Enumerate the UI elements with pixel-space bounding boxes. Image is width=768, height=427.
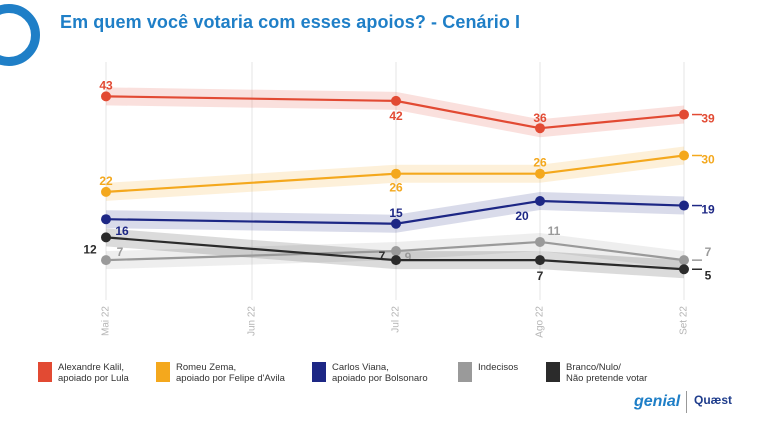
point-lula-2 bbox=[535, 123, 545, 134]
data-label-lula-3: 39 bbox=[701, 112, 715, 126]
legend-swatch-viana bbox=[312, 362, 326, 382]
legend-item-indecisos: Indecisos bbox=[458, 362, 518, 382]
point-viana-1 bbox=[391, 218, 401, 229]
data-label-branco-3: 5 bbox=[705, 268, 712, 282]
chart-title: Em quem você votaria com esses apoios? -… bbox=[60, 12, 521, 32]
data-label-lula-0: 43 bbox=[99, 78, 113, 92]
data-label-indecisos-3: 7 bbox=[705, 245, 712, 259]
legend-label-lula: Alexandre Kalil, apoiado por Lula bbox=[58, 362, 129, 384]
chart-legend: Alexandre Kalil, apoiado por Lula Romeu Z… bbox=[0, 362, 768, 392]
point-viana-2 bbox=[535, 196, 545, 206]
data-label-lula-2: 36 bbox=[533, 111, 547, 125]
data-label-zema-0: 22 bbox=[99, 174, 113, 188]
legend-swatch-branco bbox=[546, 362, 560, 382]
data-label-indecisos-1: 9 bbox=[405, 250, 412, 264]
point-lula-1 bbox=[391, 95, 401, 106]
data-label-branco-1: 7 bbox=[379, 249, 386, 263]
point-indecisos-0 bbox=[101, 255, 111, 266]
data-label-lula-1: 42 bbox=[389, 109, 403, 123]
brand-divider bbox=[686, 391, 687, 413]
point-viana-0 bbox=[101, 214, 111, 225]
point-indecisos-1 bbox=[391, 246, 401, 257]
series-line-lula bbox=[105, 95, 685, 130]
data-label-viana-0: 16 bbox=[115, 224, 129, 238]
point-zema-1 bbox=[391, 168, 401, 179]
data-label-viana-1: 15 bbox=[389, 206, 403, 220]
point-lula-3 bbox=[679, 109, 689, 120]
legend-swatch-zema bbox=[156, 362, 170, 382]
series-line-indecisos bbox=[105, 240, 685, 262]
genial-logo: genial bbox=[634, 393, 681, 410]
point-viana-3 bbox=[679, 200, 689, 211]
x-tick-label-1: Jun 22 bbox=[247, 306, 258, 336]
series-line-zema bbox=[105, 154, 685, 193]
data-label-zema-2: 26 bbox=[533, 156, 547, 170]
x-tick-label-2: Jul 22 bbox=[391, 306, 402, 333]
series-line-branco bbox=[105, 236, 685, 271]
point-branco-3 bbox=[679, 264, 689, 275]
legend-swatch-lula bbox=[38, 362, 52, 382]
x-tick-label-0: Mai 22 bbox=[101, 306, 112, 336]
point-indecisos-3 bbox=[679, 255, 689, 266]
data-label-branco-0: 12 bbox=[83, 242, 97, 256]
quaest-logo: Quæst bbox=[694, 393, 733, 407]
data-label-viana-3: 19 bbox=[701, 203, 715, 217]
point-indecisos-2 bbox=[535, 236, 545, 247]
legend-item-branco: Branco/Nulo/ Não pretende votar bbox=[546, 362, 647, 384]
legend-label-zema: Romeu Zema, apoiado por Felipe d'Avila bbox=[176, 362, 285, 384]
legend-label-indecisos: Indecisos bbox=[478, 362, 519, 373]
data-label-indecisos-0: 7 bbox=[117, 245, 124, 259]
data-label-zema-3: 30 bbox=[701, 153, 715, 167]
line-chart: Mai 22 Jun 22 Jul 22 Ago 22 Set 22 43 42 36 39 22… bbox=[83, 62, 715, 338]
point-zema-2 bbox=[535, 168, 545, 179]
legend-item-zema: Romeu Zema, apoiado por Felipe d'Avila bbox=[156, 362, 285, 384]
point-branco-2 bbox=[535, 255, 545, 266]
legend-swatch-indecisos bbox=[458, 362, 472, 382]
brand-logo-icon bbox=[0, 4, 40, 66]
series-line-viana bbox=[105, 199, 685, 225]
x-tick-label-4: Set 22 bbox=[679, 306, 690, 335]
point-zema-3 bbox=[679, 150, 689, 161]
legend-label-branco: Branco/Nulo/ Não pretende votar bbox=[566, 362, 648, 384]
data-label-branco-2: 7 bbox=[537, 269, 544, 283]
data-label-zema-1: 26 bbox=[389, 181, 403, 195]
point-zema-0 bbox=[101, 186, 111, 197]
x-tick-label-3: Ago 22 bbox=[535, 306, 546, 338]
legend-item-lula: Alexandre Kalil, apoiado por Lula bbox=[38, 362, 129, 384]
data-label-viana-2: 20 bbox=[515, 209, 529, 223]
point-branco-0 bbox=[101, 232, 111, 243]
legend-label-viana: Carlos Viana, apoiado por Bolsonaro bbox=[332, 362, 428, 384]
data-label-indecisos-2: 11 bbox=[548, 224, 561, 238]
legend-item-viana: Carlos Viana, apoiado por Bolsonaro bbox=[312, 362, 428, 384]
point-branco-1 bbox=[391, 255, 401, 266]
point-lula-0 bbox=[101, 91, 111, 102]
